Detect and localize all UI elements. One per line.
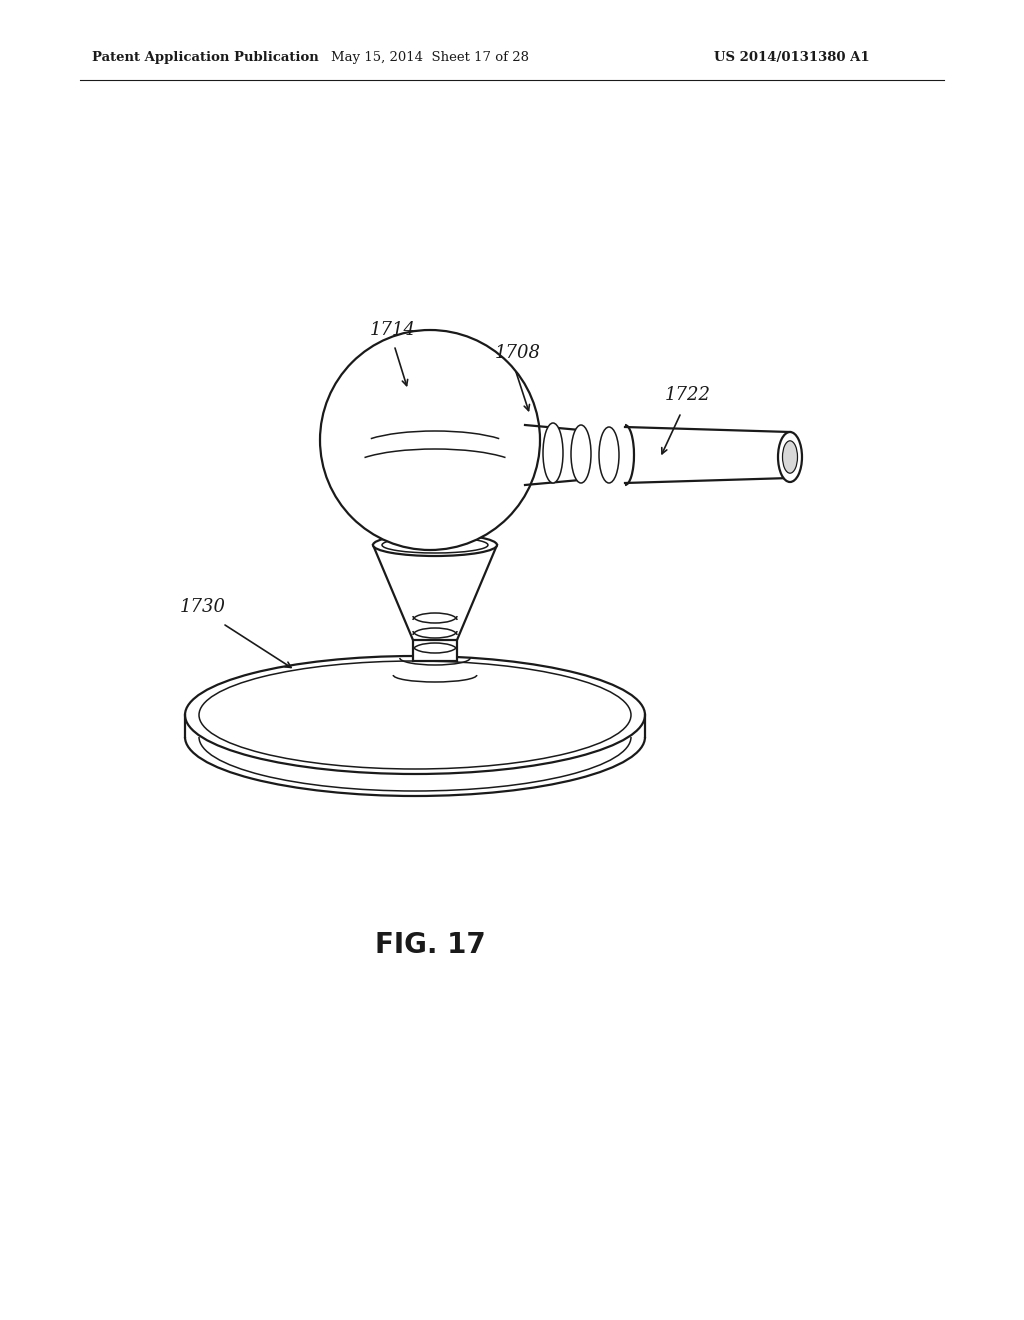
- Ellipse shape: [373, 535, 497, 556]
- Ellipse shape: [782, 441, 798, 473]
- Text: Patent Application Publication: Patent Application Publication: [92, 51, 318, 65]
- Ellipse shape: [543, 422, 563, 483]
- Ellipse shape: [599, 426, 618, 483]
- Text: 1730: 1730: [180, 598, 226, 616]
- Text: 1708: 1708: [495, 345, 541, 362]
- Text: 1722: 1722: [665, 385, 711, 404]
- Text: FIG. 17: FIG. 17: [375, 931, 485, 960]
- Ellipse shape: [571, 425, 591, 483]
- Text: US 2014/0131380 A1: US 2014/0131380 A1: [715, 51, 870, 65]
- Ellipse shape: [778, 432, 802, 482]
- Text: May 15, 2014  Sheet 17 of 28: May 15, 2014 Sheet 17 of 28: [331, 51, 529, 65]
- Ellipse shape: [199, 661, 631, 770]
- Polygon shape: [413, 640, 457, 661]
- Circle shape: [319, 330, 540, 550]
- Text: 1714: 1714: [370, 321, 416, 339]
- Ellipse shape: [185, 656, 645, 774]
